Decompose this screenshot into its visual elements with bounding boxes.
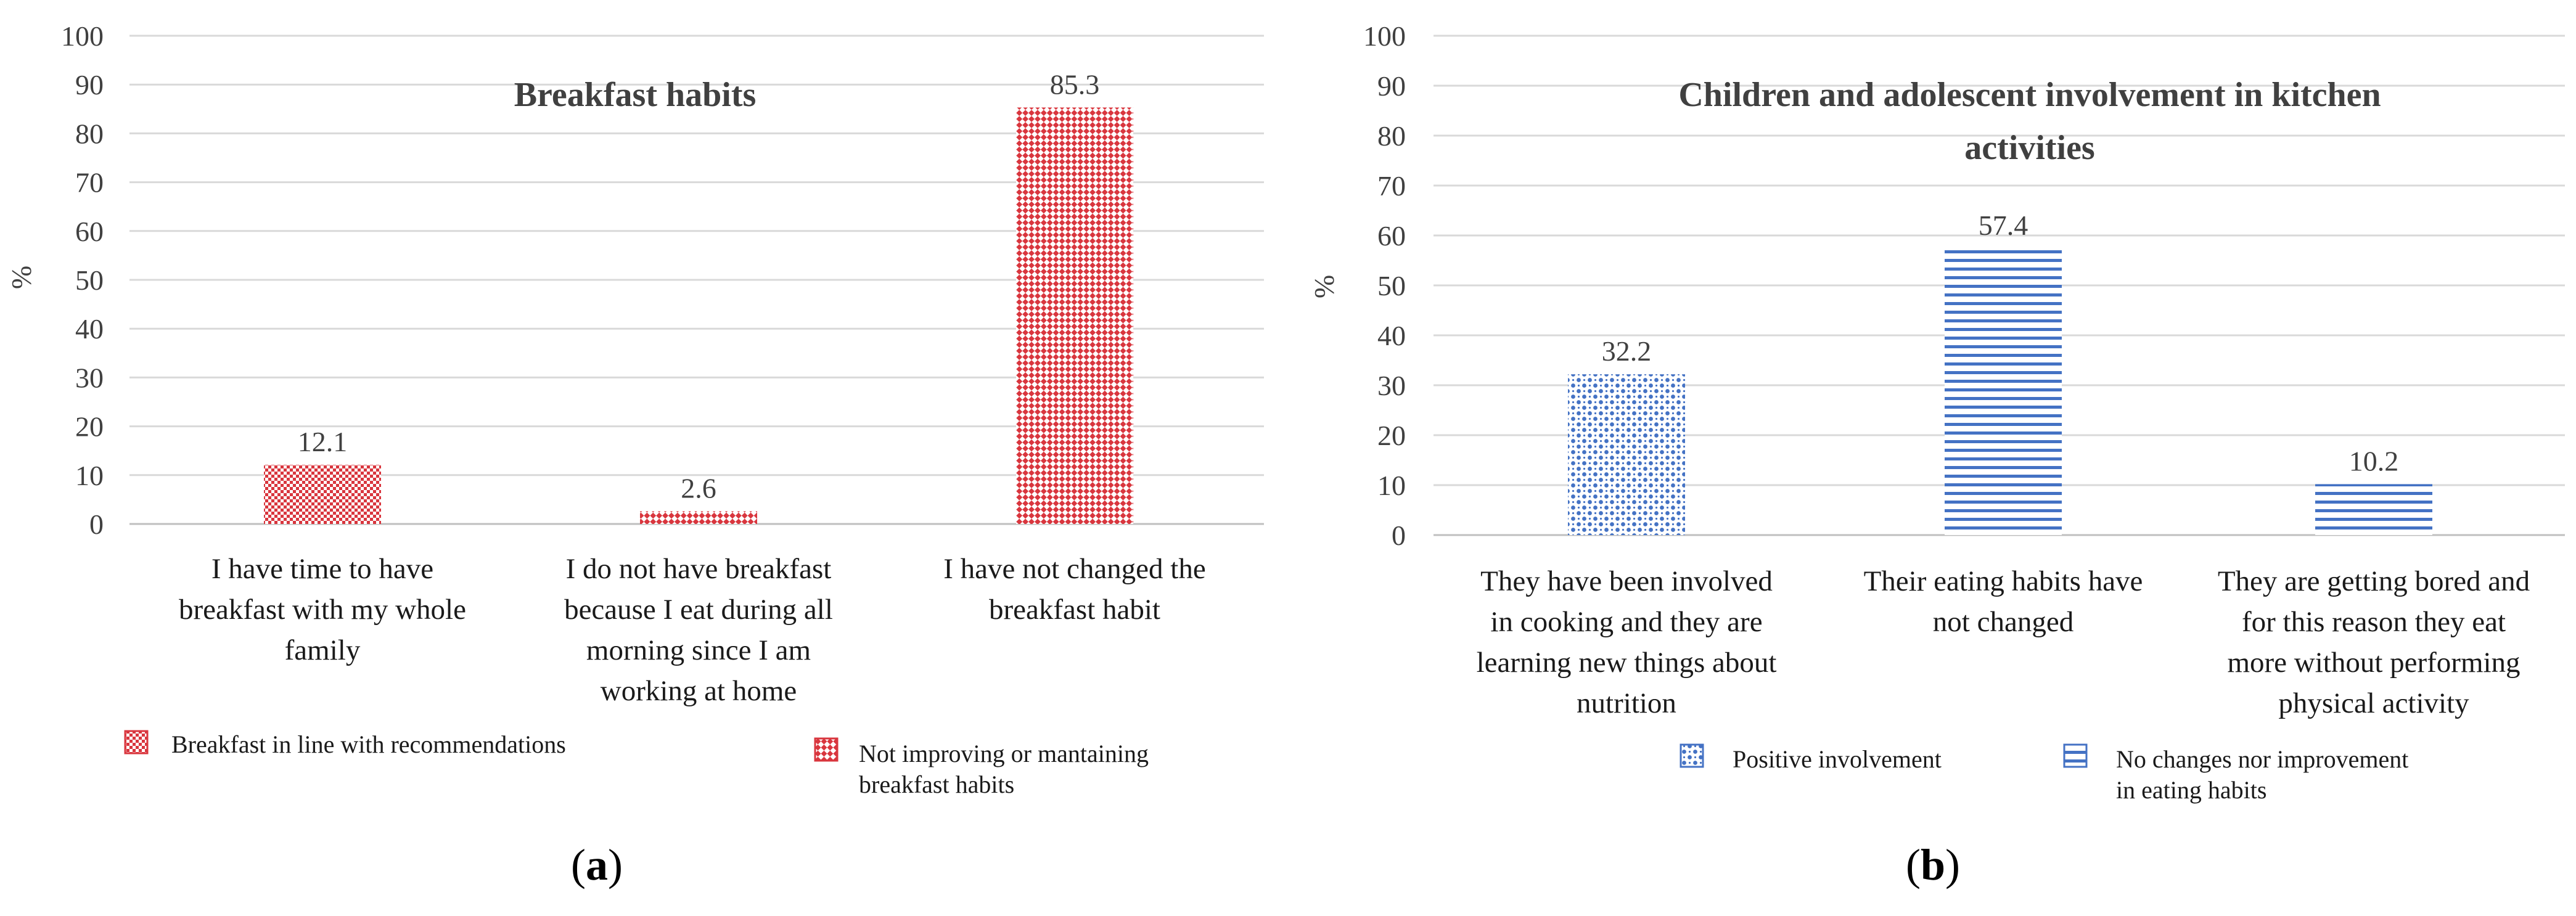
x-category-label: because I eat during all	[564, 594, 833, 626]
x-category-label: nutrition	[1577, 687, 1676, 719]
y-tick-label: 40	[75, 313, 104, 345]
x-category-label: morning since I am	[586, 634, 811, 666]
y-tick-label: 80	[1377, 120, 1406, 152]
x-category-label: Their eating habits have	[1864, 565, 2143, 597]
y-tick-label: 40	[1377, 320, 1406, 351]
x-category-label: learning new things about	[1477, 647, 1777, 679]
legend-swatch	[124, 730, 149, 754]
legend-label: breakfast habits	[859, 771, 1014, 798]
x-category-label: I do not have breakfast	[566, 553, 832, 585]
panel-label-close: )	[1945, 840, 1960, 889]
y-tick-label: 50	[75, 264, 104, 296]
panel-label-open: (	[1906, 840, 1921, 889]
x-category-label: They are getting bored and	[2218, 565, 2530, 597]
y-tick-label: 20	[1377, 420, 1406, 451]
chart-title: Breakfast habits	[514, 76, 757, 114]
x-category-label: I have time to have	[211, 553, 433, 585]
y-tick-label: 80	[75, 118, 104, 149]
y-tick-label: 60	[75, 216, 104, 247]
legend-swatch	[2063, 743, 2088, 768]
data-label: 57.4	[1979, 210, 2028, 241]
y-tick-label: 20	[75, 411, 104, 443]
x-category-label: I have not changed the	[943, 553, 1205, 585]
bar	[1016, 107, 1133, 524]
y-tick-label: 10	[1377, 470, 1406, 501]
data-label: 32.2	[1602, 335, 1652, 367]
bar	[2315, 484, 2432, 535]
y-tick-label: 0	[1392, 520, 1406, 551]
chart-title: Children and adolescent involvement in k…	[1678, 76, 2381, 114]
x-category-label: for this reason they eat	[2242, 606, 2506, 638]
y-tick-label: 30	[75, 362, 104, 393]
y-tick-label: 90	[75, 69, 104, 100]
bar	[640, 511, 757, 524]
data-label: 2.6	[681, 472, 716, 504]
y-tick-label: 60	[1377, 220, 1406, 251]
y-tick-label: 100	[61, 20, 104, 52]
y-tick-label: 70	[75, 167, 104, 198]
y-tick-label: 90	[1377, 70, 1406, 102]
panel-label-close: )	[608, 840, 623, 889]
chart-kitchen-involvement: 0 10 20 30 40 50 60 70 80 90 100% Children and adol…	[1308, 20, 2565, 889]
panel-label: (a)	[571, 840, 623, 889]
y-axis-label: %	[1308, 275, 1340, 298]
data-label: 12.1	[298, 426, 348, 457]
data-label: 10.2	[2349, 445, 2399, 476]
legend-swatch	[814, 737, 839, 762]
y-tick-label: 30	[1377, 370, 1406, 401]
x-category-label: not changed	[1933, 606, 2074, 638]
y-axis-label: %	[6, 266, 37, 289]
legend-label: in eating habits	[2116, 776, 2266, 804]
bar	[1945, 248, 2062, 535]
bar	[1568, 374, 1685, 535]
y-tick-label: 0	[89, 509, 104, 540]
data-label: 85.3	[1050, 68, 1100, 100]
panel-label-letter: a	[586, 840, 608, 889]
bar	[264, 465, 381, 524]
x-category-label: in cooking and they are	[1490, 606, 1762, 638]
y-tick-label: 100	[1363, 20, 1406, 52]
y-tick-label: 50	[1377, 270, 1406, 301]
chart-breakfast-habits: 0 10 20 30 40 50 60 70 80 90 100% Breakfast habits 1…	[6, 20, 1264, 889]
panel-label-open: (	[571, 840, 586, 889]
legend-swatch	[1680, 743, 1704, 768]
x-category-label: breakfast with my whole	[179, 594, 466, 626]
panel-label: (b)	[1906, 840, 1960, 889]
x-category-label: working at home	[601, 675, 797, 707]
panel-label-letter: b	[1921, 840, 1945, 889]
legend-label: Breakfast in line with recommendations	[171, 730, 566, 758]
x-category-label: physical activity	[2278, 687, 2469, 719]
legend-label: No changes nor improvement	[2116, 745, 2408, 773]
x-category-label: They have been involved	[1480, 565, 1773, 597]
legend-label: Not improving or mantaining	[859, 740, 1149, 767]
chart-title: activities	[1964, 129, 2094, 167]
y-tick-label: 10	[75, 460, 104, 491]
legend-label: Positive involvement	[1733, 745, 1942, 773]
x-category-label: family	[285, 634, 361, 666]
y-tick-label: 70	[1377, 170, 1406, 202]
x-category-label: more without performing	[2227, 647, 2520, 679]
x-category-label: breakfast habit	[989, 594, 1160, 626]
